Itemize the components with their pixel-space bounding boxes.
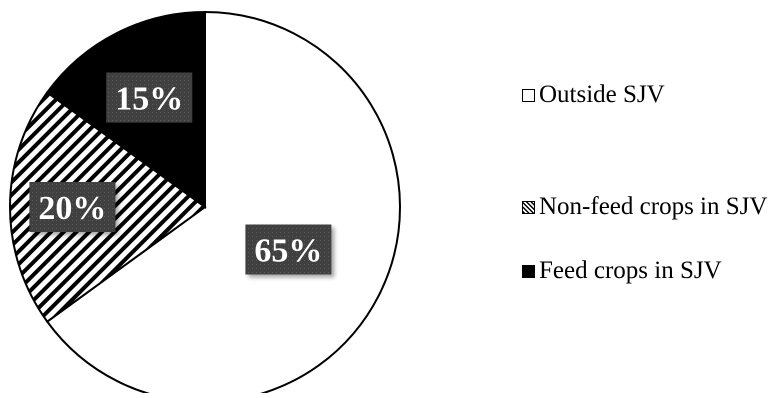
data-label-2: 20% xyxy=(29,182,116,232)
data-label-1: 65% xyxy=(245,224,332,275)
data-label-box xyxy=(29,182,116,232)
data-label-text: 65% xyxy=(254,232,322,269)
legend-swatch-hatch xyxy=(522,201,535,214)
legend-item-feed-crops: Feed crops in SJV xyxy=(522,254,775,287)
legend-label: Feed crops in SJV xyxy=(539,257,722,284)
legend-item-non-feed-crops: Non-feed crops in SJV xyxy=(522,190,775,223)
legend-swatch-white xyxy=(522,89,535,102)
legend-label: Outside SJV xyxy=(539,81,665,108)
data-label-text: 15% xyxy=(115,81,183,118)
data-label-text: 20% xyxy=(38,190,106,227)
legend-item-outside-sjv: Outside SJV xyxy=(522,78,775,111)
legend-label: Non-feed crops in SJV xyxy=(539,193,768,220)
data-label-box xyxy=(245,224,332,275)
legend-swatch-black xyxy=(522,265,535,278)
data-label-box xyxy=(106,72,193,123)
pie-slice-1 xyxy=(45,10,401,398)
data-label-3: 15% xyxy=(106,72,193,123)
